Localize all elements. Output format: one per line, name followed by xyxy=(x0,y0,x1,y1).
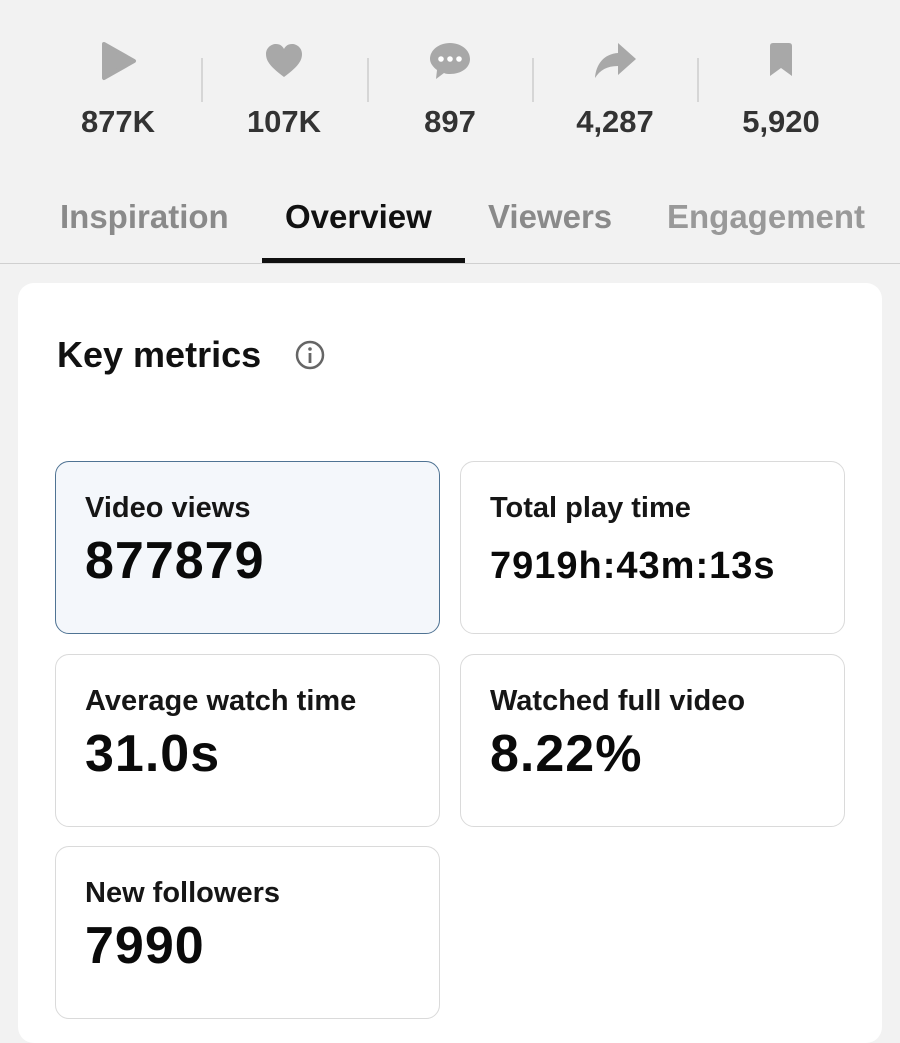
heart-icon xyxy=(266,44,302,77)
metric-card[interactable]: Video views 877879 xyxy=(55,461,440,634)
tab-border xyxy=(0,263,900,264)
metric-name: Average watch time xyxy=(85,685,357,717)
active-tab-indicator xyxy=(262,258,465,263)
section-title-text: Key metrics xyxy=(57,334,262,375)
stat-value: 4,287 xyxy=(576,104,654,139)
shares-stat: 4,287 xyxy=(532,40,698,140)
bookmark-icon xyxy=(770,43,792,76)
metric-value: 877879 xyxy=(85,532,265,590)
metric-name: Video views xyxy=(85,492,251,524)
divider xyxy=(697,58,699,102)
metric-card[interactable]: Total play time 7919h:43m:13s xyxy=(460,461,845,634)
tab[interactable]: Engagement xyxy=(667,198,866,235)
divider xyxy=(201,58,203,102)
metric-name: Total play time xyxy=(490,492,691,524)
stat-value: 897 xyxy=(424,104,476,139)
metric-value: 7919h:43m:13s xyxy=(490,545,776,587)
metric-card[interactable]: Watched full video 8.22% xyxy=(460,654,845,827)
play-icon xyxy=(102,42,136,80)
stat-value: 107K xyxy=(246,104,322,139)
tab[interactable]: Inspiration xyxy=(60,198,229,235)
stat-value: 5,920 xyxy=(742,104,820,139)
comments-stat: 897 xyxy=(367,40,533,140)
views-stat: 877K xyxy=(35,40,201,140)
comment-icon xyxy=(430,43,470,79)
metric-card[interactable]: New followers 7990 xyxy=(55,846,440,1019)
saves-stat: 5,920 xyxy=(698,40,864,140)
section-title: Key metrics xyxy=(57,334,261,376)
metric-name: Watched full video xyxy=(490,685,746,717)
metric-name: New followers xyxy=(85,877,280,909)
metric-value: 8.22% xyxy=(490,725,643,783)
tab[interactable]: Overview xyxy=(285,198,432,235)
share-icon xyxy=(595,43,636,78)
metric-value: 7990 xyxy=(85,917,205,975)
divider xyxy=(367,58,369,102)
metric-card[interactable]: Average watch time 31.0s xyxy=(55,654,440,827)
tab[interactable]: Viewers xyxy=(488,198,613,235)
stat-value: 877K xyxy=(80,104,156,139)
metric-value: 31.0s xyxy=(85,725,221,783)
info-icon[interactable] xyxy=(294,339,326,371)
likes-stat: 107K xyxy=(201,40,367,140)
divider xyxy=(532,58,534,102)
